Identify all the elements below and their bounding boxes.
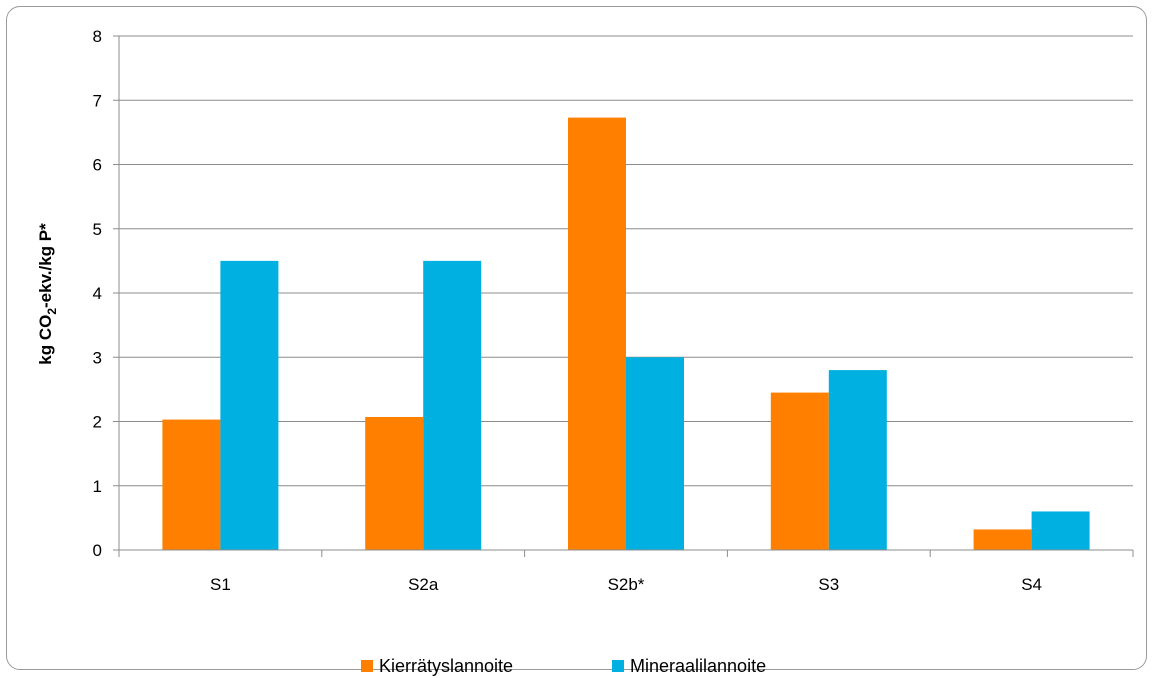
bar-kierr-tyslannoite-s2a bbox=[365, 417, 424, 550]
y-tick-label-5: 5 bbox=[93, 220, 102, 239]
y-tick-label-7: 7 bbox=[93, 91, 102, 110]
y-tick-label-2: 2 bbox=[93, 413, 102, 432]
y-axis-title-prefix: kg CO bbox=[36, 315, 55, 365]
bars bbox=[162, 117, 1090, 550]
legend-swatch-mineraalilannoite bbox=[612, 660, 624, 672]
legend: Kierrätyslannoite Mineraalilannoite bbox=[361, 656, 766, 676]
bar-mineraalilannoite-s2b-star bbox=[626, 357, 684, 550]
x-tick-label-s3: S3 bbox=[818, 575, 839, 594]
legend-label-kierratyslannoite: Kierrätyslannoite bbox=[379, 656, 513, 676]
bar-mineraalilannoite-s1 bbox=[220, 260, 279, 550]
y-axis-title-subscript: 2 bbox=[45, 308, 59, 315]
y-tick-label-4: 4 bbox=[93, 284, 102, 303]
x-tick-label-s4: S4 bbox=[1021, 575, 1042, 594]
y-tick-label-3: 3 bbox=[93, 348, 102, 367]
legend-label-mineraalilannoite: Mineraalilannoite bbox=[630, 656, 766, 676]
bar-mineraalilannoite-s2a bbox=[423, 260, 482, 550]
y-tick-label-8: 8 bbox=[93, 27, 102, 46]
legend-swatch-kierratyslannoite bbox=[361, 660, 373, 672]
bar-kierr-tyslannoite-s3 bbox=[770, 392, 829, 550]
bar-kierr-tyslannoite-s1 bbox=[162, 419, 221, 550]
y-tick-label-0: 0 bbox=[93, 541, 102, 560]
axes bbox=[118, 36, 1134, 557]
bar-kierr-tyslannoite-s4 bbox=[973, 529, 1032, 550]
x-tick-label-s2b-star: S2b* bbox=[608, 575, 645, 594]
y-tick-label-1: 1 bbox=[93, 477, 102, 496]
bar-mineraalilannoite-s4 bbox=[1031, 511, 1090, 550]
y-tick-label-6: 6 bbox=[93, 156, 102, 175]
bar-kierr-tyslannoite-s2b-star bbox=[568, 117, 626, 550]
x-tick-labels: S1 S2a S2b* S3 S4 bbox=[210, 575, 1042, 594]
bar-mineraalilannoite-s3 bbox=[828, 370, 887, 550]
y-axis-title-suffix: -ekv./kg P* bbox=[36, 223, 55, 308]
x-tick-label-s2a: S2a bbox=[408, 575, 439, 594]
y-tick-labels: 0 1 2 3 4 5 6 7 8 bbox=[93, 27, 102, 560]
y-axis-title: kg CO2-ekv./kg P* bbox=[36, 223, 59, 365]
x-tick-label-s1: S1 bbox=[210, 575, 231, 594]
